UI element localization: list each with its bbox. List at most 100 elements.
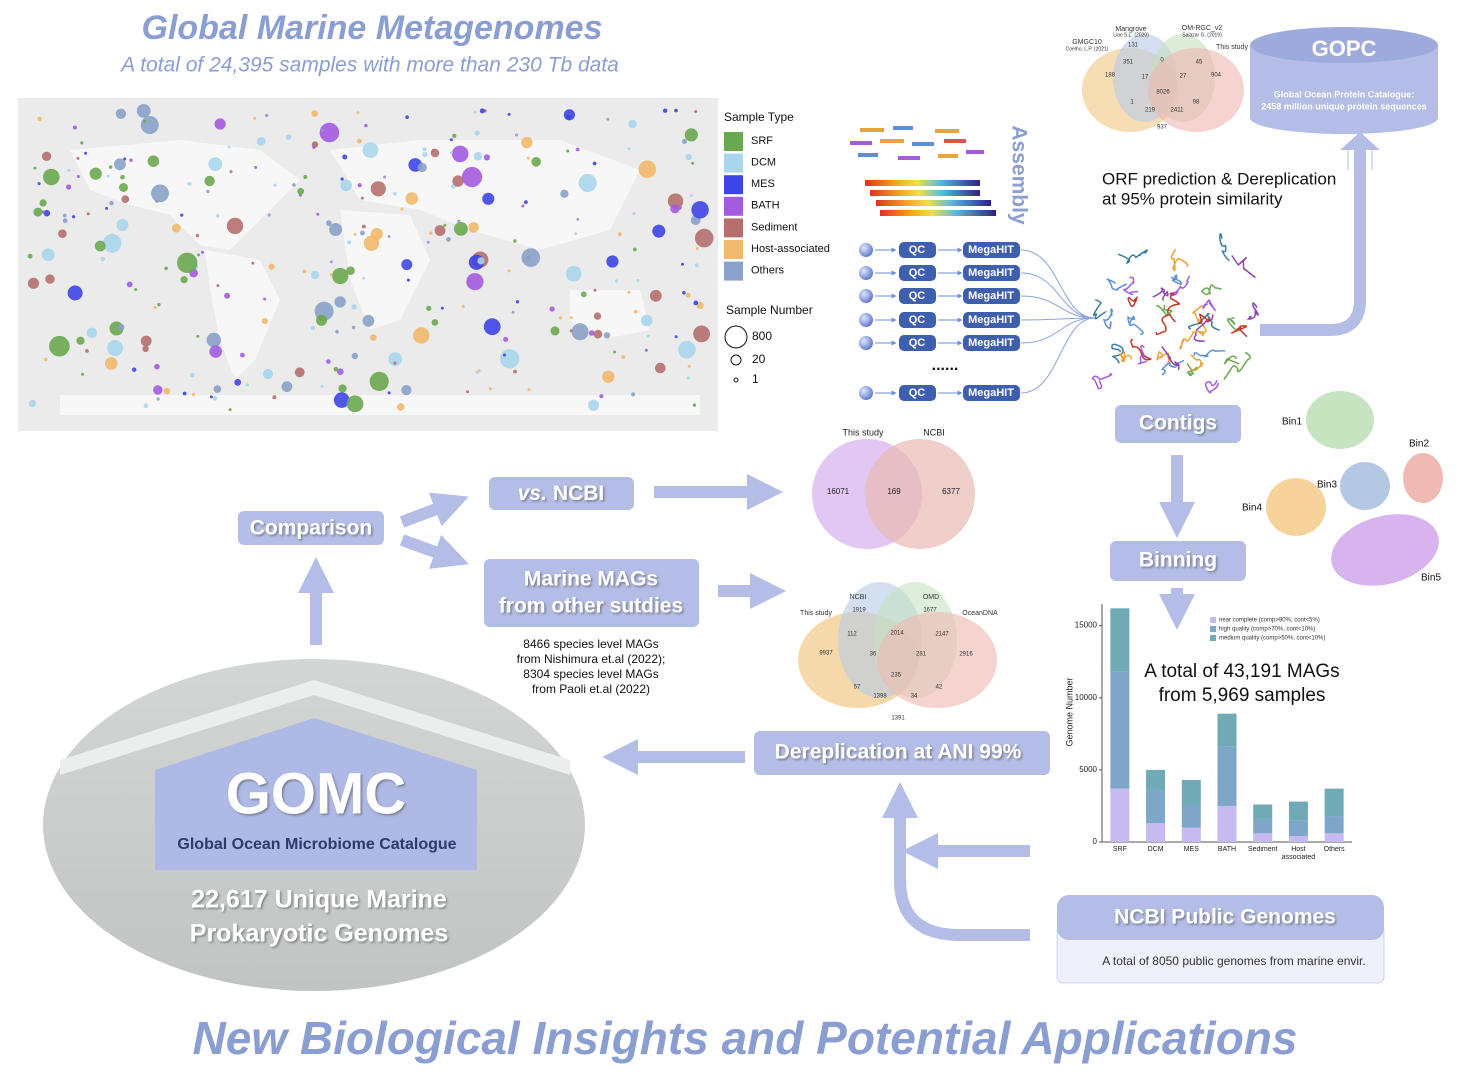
sample-dot (335, 329, 339, 334)
contig (1169, 275, 1191, 297)
sample-dot (72, 215, 76, 219)
sample-dot (692, 403, 697, 407)
bar-segment (1217, 746, 1237, 806)
sample-dot (136, 104, 151, 118)
venn-count: 36 (870, 652, 877, 658)
size-symbol (733, 377, 739, 383)
sample-dot (338, 384, 347, 393)
sample-dot (387, 235, 391, 238)
sample-dot (507, 269, 511, 273)
sample-dot (663, 108, 668, 113)
sample-dot (521, 204, 525, 208)
sample-dot (67, 285, 83, 301)
sample-dot (197, 253, 201, 257)
size-label: 20 (752, 352, 766, 366)
sample-dot (163, 387, 171, 395)
bar-segment (1324, 816, 1344, 834)
sample-dot (357, 183, 362, 188)
sample-dot (670, 204, 680, 214)
sample-dot (387, 391, 391, 395)
bar-segment (1146, 790, 1166, 824)
contig-bar (880, 210, 996, 216)
sample-dot (245, 383, 249, 387)
megahit-box (963, 288, 1020, 304)
dereplication-label: Dereplication at ANI 99% (775, 741, 1022, 764)
sample-dot (461, 304, 465, 309)
sample-dot (521, 136, 533, 149)
sample-dot (346, 266, 355, 276)
x-tick-label: DCM (1147, 846, 1164, 853)
sample-dot (28, 399, 37, 408)
sample-dot (262, 368, 274, 380)
sample-dot (370, 228, 383, 241)
legend-label: DCM (751, 157, 776, 169)
sample-dot (550, 326, 560, 336)
sample-dot (360, 230, 365, 236)
sample-dot (109, 201, 114, 206)
sample-dot (66, 184, 72, 190)
sample-dot (206, 189, 210, 194)
venn-others (798, 582, 997, 708)
venn-count: 6377 (942, 487, 960, 496)
sample-dot (316, 314, 328, 326)
y-tick-label: 5000 (1079, 765, 1097, 774)
sample-dot (576, 217, 580, 221)
venn-count: 2147 (935, 632, 949, 638)
sample-dot (204, 175, 215, 187)
sample-dot (33, 166, 37, 170)
sample-dot (206, 332, 221, 348)
gopc-title: GOPC (1312, 36, 1377, 61)
texts: Sample Type SRF DCM MES BATH Sediment Host-ass… (119, 9, 1441, 1064)
sample-dot (369, 371, 389, 391)
contig (1189, 354, 1204, 372)
contig (1127, 295, 1138, 308)
contig-bar (876, 200, 991, 206)
sample-dot (449, 138, 453, 142)
legend-label: Host-associated (751, 243, 830, 255)
sample-dot (143, 119, 147, 123)
size-symbol (730, 354, 742, 366)
legend-swatch (724, 218, 743, 238)
bar-segment (1146, 769, 1166, 791)
y-tick-label: 10000 (1075, 693, 1098, 702)
read-sphere (859, 313, 873, 327)
contig (1231, 255, 1256, 278)
sample-dot (400, 207, 404, 211)
x-tick-label-box: Others (1324, 846, 1345, 853)
venn-count: 0 (1160, 58, 1164, 64)
sample-dot (696, 301, 704, 309)
sample-dot (674, 108, 678, 113)
bar-segment (1324, 788, 1344, 817)
x-tick-label: BATH (1217, 846, 1237, 853)
qc-label: QC (909, 267, 926, 279)
read (850, 141, 872, 145)
sample-dot (37, 182, 41, 186)
venn-count: 169 (887, 487, 901, 496)
qc-label: QC (909, 314, 926, 326)
sample-dot (200, 250, 204, 254)
sample-dot (362, 314, 375, 327)
venn-gopc (1082, 34, 1244, 132)
sample-dot (360, 196, 364, 200)
sample-dot (94, 240, 106, 252)
sample-dot (302, 269, 307, 274)
bin-ellipse (1340, 462, 1390, 510)
sample-dot (107, 340, 124, 356)
gomc-graphic (43, 659, 585, 991)
sample-dot (649, 289, 662, 302)
sample-dot (177, 252, 198, 273)
sample-dot (180, 276, 188, 284)
sample-dot (76, 336, 85, 345)
sample-dot (655, 362, 666, 374)
sample-dot (157, 302, 161, 307)
sample-dot (617, 232, 622, 237)
legend-swatch (724, 153, 743, 173)
contig (1111, 343, 1124, 364)
sample-dot (574, 232, 578, 236)
legend-swatch (724, 240, 743, 259)
sample-dot (422, 151, 428, 158)
gopc-desc: 2458 million unique protein sequences (1261, 101, 1427, 111)
sample-dot (558, 316, 563, 320)
legend-swatch (724, 132, 743, 151)
